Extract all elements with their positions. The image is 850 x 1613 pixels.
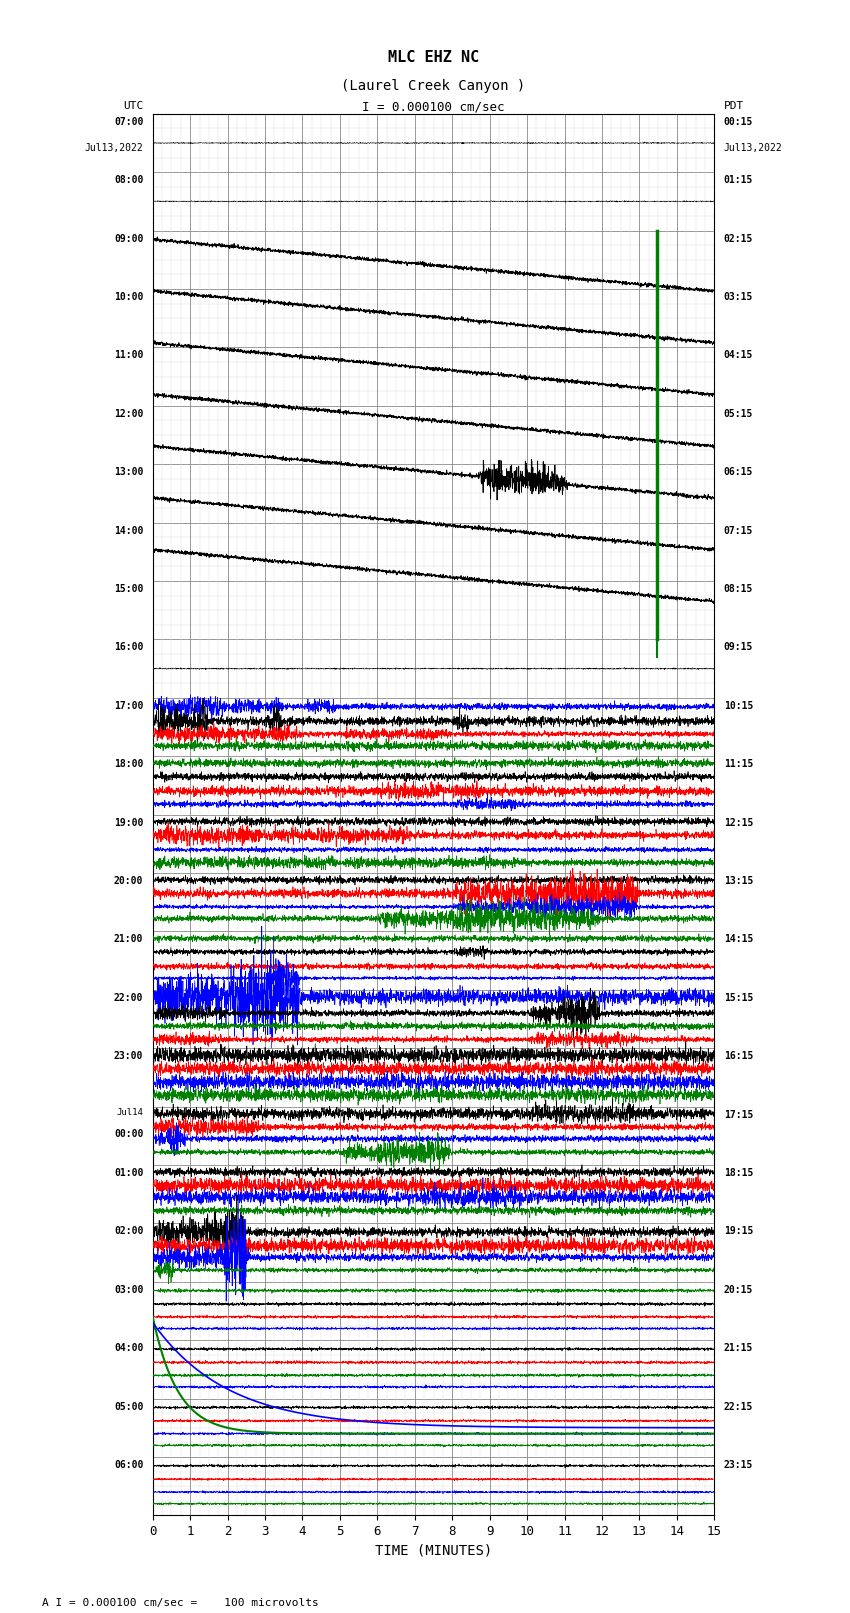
Text: 23:15: 23:15 xyxy=(723,1460,753,1469)
Text: 02:15: 02:15 xyxy=(723,234,753,244)
Text: 16:00: 16:00 xyxy=(114,642,144,652)
X-axis label: TIME (MINUTES): TIME (MINUTES) xyxy=(375,1544,492,1558)
Text: 18:00: 18:00 xyxy=(114,760,144,769)
Text: 22:15: 22:15 xyxy=(723,1402,753,1411)
Text: A I = 0.000100 cm/sec =    100 microvolts: A I = 0.000100 cm/sec = 100 microvolts xyxy=(42,1598,320,1608)
Text: 06:15: 06:15 xyxy=(723,468,753,477)
Text: Jul13,2022: Jul13,2022 xyxy=(85,144,144,153)
Text: Jul13,2022: Jul13,2022 xyxy=(723,144,782,153)
Text: MLC EHZ NC: MLC EHZ NC xyxy=(388,50,479,65)
Text: (Laurel Creek Canyon ): (Laurel Creek Canyon ) xyxy=(342,79,525,94)
Text: 04:15: 04:15 xyxy=(723,350,753,360)
Text: 08:15: 08:15 xyxy=(723,584,753,594)
Text: 17:15: 17:15 xyxy=(723,1110,753,1119)
Text: 00:15: 00:15 xyxy=(723,116,753,127)
Text: 14:00: 14:00 xyxy=(114,526,144,536)
Text: 21:15: 21:15 xyxy=(723,1344,753,1353)
Text: PDT: PDT xyxy=(723,102,744,111)
Text: 14:15: 14:15 xyxy=(723,934,753,944)
Text: 03:00: 03:00 xyxy=(114,1284,144,1295)
Text: 02:00: 02:00 xyxy=(114,1226,144,1236)
Text: 12:15: 12:15 xyxy=(723,818,753,827)
Text: 18:15: 18:15 xyxy=(723,1168,753,1177)
Text: 06:00: 06:00 xyxy=(114,1460,144,1469)
Text: 00:00: 00:00 xyxy=(114,1129,144,1139)
Text: 23:00: 23:00 xyxy=(114,1052,144,1061)
Text: 09:15: 09:15 xyxy=(723,642,753,652)
Text: 21:00: 21:00 xyxy=(114,934,144,944)
Text: 15:00: 15:00 xyxy=(114,584,144,594)
Text: 09:00: 09:00 xyxy=(114,234,144,244)
Text: 15:15: 15:15 xyxy=(723,992,753,1003)
Text: UTC: UTC xyxy=(123,102,144,111)
Text: 13:00: 13:00 xyxy=(114,468,144,477)
Text: 08:00: 08:00 xyxy=(114,176,144,185)
Text: 12:00: 12:00 xyxy=(114,408,144,419)
Text: 22:00: 22:00 xyxy=(114,992,144,1003)
Text: 19:00: 19:00 xyxy=(114,818,144,827)
Text: I = 0.000100 cm/sec: I = 0.000100 cm/sec xyxy=(362,100,505,115)
Text: 11:00: 11:00 xyxy=(114,350,144,360)
Text: 20:00: 20:00 xyxy=(114,876,144,886)
Text: 16:15: 16:15 xyxy=(723,1052,753,1061)
Text: 05:00: 05:00 xyxy=(114,1402,144,1411)
Text: Jul14: Jul14 xyxy=(116,1108,144,1116)
Text: 17:00: 17:00 xyxy=(114,700,144,711)
Text: 10:15: 10:15 xyxy=(723,700,753,711)
Text: 10:00: 10:00 xyxy=(114,292,144,302)
Text: 13:15: 13:15 xyxy=(723,876,753,886)
Text: 04:00: 04:00 xyxy=(114,1344,144,1353)
Text: 05:15: 05:15 xyxy=(723,408,753,419)
Text: 01:00: 01:00 xyxy=(114,1168,144,1177)
Text: 11:15: 11:15 xyxy=(723,760,753,769)
Text: 20:15: 20:15 xyxy=(723,1284,753,1295)
Text: 03:15: 03:15 xyxy=(723,292,753,302)
Text: 19:15: 19:15 xyxy=(723,1226,753,1236)
Text: 07:15: 07:15 xyxy=(723,526,753,536)
Text: 07:00: 07:00 xyxy=(114,116,144,127)
Text: 01:15: 01:15 xyxy=(723,176,753,185)
